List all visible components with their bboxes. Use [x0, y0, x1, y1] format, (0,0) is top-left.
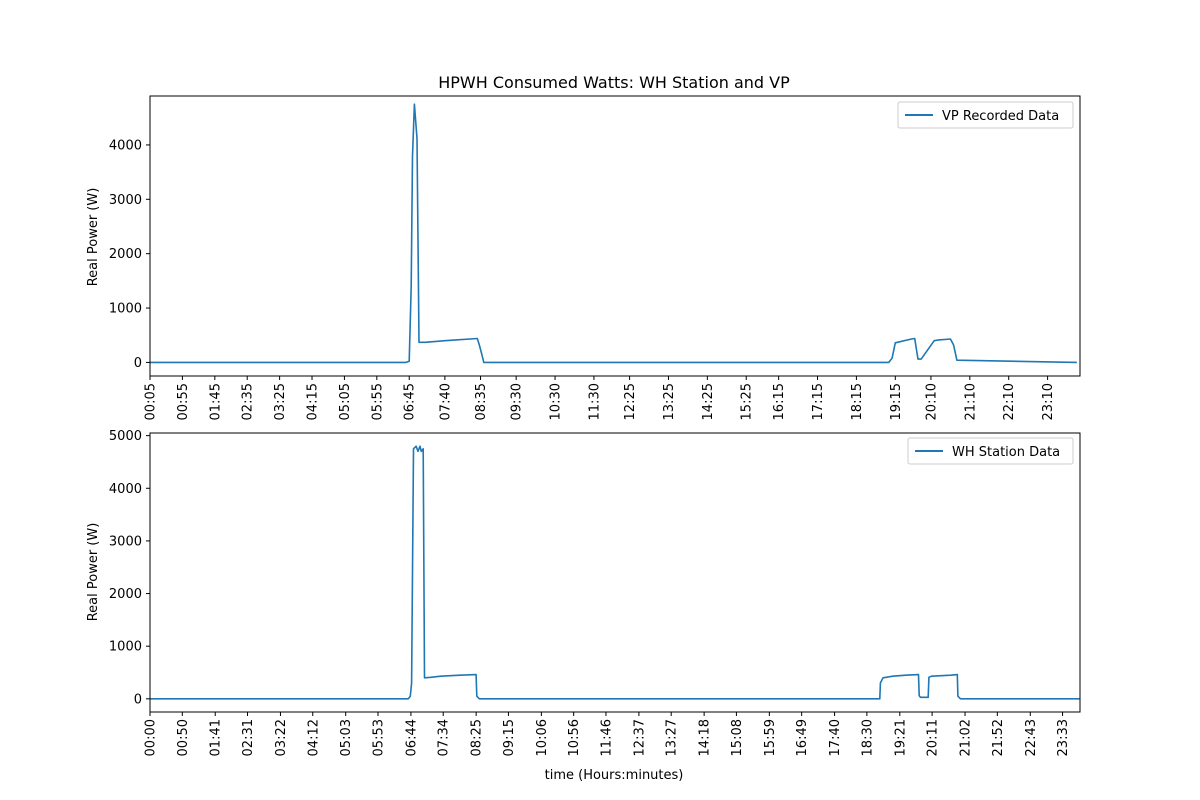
wh-legend: WH Station Data: [907, 437, 1074, 465]
wh-x-tick-label: 15:59: [763, 719, 778, 756]
wh-series-line-0: [150, 445, 1080, 700]
wh-x-tick-label: 11:46: [599, 719, 614, 756]
wh-x-tick-label: 17:40: [828, 719, 843, 756]
wh-x-tick-label: 06:44: [404, 719, 419, 756]
figure-title: HPWH Consumed Watts: WH Station and VP: [438, 73, 790, 92]
vp-x-tick-label: 02:35: [241, 383, 256, 420]
vp-axes-frame: [149, 95, 1081, 377]
vp-legend: VP Recorded Data: [897, 101, 1074, 129]
wh-x-tick-label: 05:53: [371, 719, 386, 756]
wh-x-tick-label: 19:21: [893, 719, 908, 756]
vp-y-tick-label: 3000: [109, 193, 142, 208]
wh-x-tick-label: 13:27: [665, 719, 680, 756]
wh-x-tick-label: 01:41: [209, 719, 224, 756]
vp-x-tick-label: 06:45: [403, 383, 418, 420]
wh-plot-area: 0 1000 2000 3000 4000 5000 00:00 00:50 01:41 02:3…: [109, 429, 1081, 756]
vp-x-tick-label: 07:40: [438, 383, 453, 420]
wh-x-tick-label: 10:56: [567, 719, 582, 756]
vp-x-tick-label: 04:15: [306, 383, 321, 420]
wh-x-tick-label: 00:00: [144, 719, 159, 756]
wh-x-tick-label: 16:49: [795, 719, 810, 756]
vp-y-axis-label: Real Power (W): [86, 188, 101, 287]
wh-x-tick-label: 12:37: [632, 719, 647, 756]
wh-x-tick-label: 22:43: [1024, 719, 1039, 756]
vp-y-tick-label: 2000: [109, 247, 142, 262]
wh-x-tick-label: 07:34: [437, 719, 452, 756]
vp-y-tick-label: 4000: [109, 138, 142, 153]
vp-x-tick-label: 00:05: [144, 383, 159, 420]
wh-y-tick-label: 1000: [109, 640, 142, 655]
vp-x-tick-label: 03:25: [273, 383, 288, 420]
vp-x-tick-label: 10:30: [549, 383, 564, 420]
wh-x-tick-label: 02:31: [241, 719, 256, 756]
vp-x-tick-label: 18:15: [850, 383, 865, 420]
wh-x-tick-label: 21:02: [959, 719, 974, 756]
vp-x-tick-label: 20:10: [924, 383, 939, 420]
wh-x-tick-label: 15:08: [730, 719, 745, 756]
vp-x-tick-label: 05:55: [370, 383, 385, 420]
wh-axes-frame: [149, 432, 1081, 713]
vp-y-tick-label: 0: [134, 356, 142, 371]
vp-legend-label: VP Recorded Data: [942, 109, 1059, 124]
vp-x-tick-label: 11:30: [587, 383, 602, 420]
wh-y-tick-label: 4000: [109, 482, 142, 497]
wh-legend-box: [907, 437, 1074, 465]
vp-x-tick-label: 08:35: [474, 383, 489, 420]
vp-x-tick-label: 00:55: [176, 383, 191, 420]
wh-x-tick-label: 03:22: [274, 719, 289, 756]
vp-x-tick-label: 12:25: [623, 383, 638, 420]
wh-x-axis-label: time (Hours:minutes): [545, 768, 684, 783]
wh-x-tick-label: 04:12: [306, 719, 321, 756]
wh-y-tick-label: 0: [134, 692, 142, 707]
wh-x-tick-label: 23:33: [1056, 719, 1071, 756]
vp-x-tick-label: 19:15: [889, 383, 904, 420]
vp-x-tick-label: 21:10: [963, 383, 978, 420]
vp-chart-panel: 0 1000 2000 3000 4000 00:05 00:55 01:45 02:35 03:…: [86, 95, 1081, 420]
wh-x-tick-label: 10:06: [535, 719, 550, 756]
wh-x-tick-label: 09:15: [502, 719, 517, 756]
wh-x-tick-label: 18:30: [860, 719, 875, 756]
vp-x-tick-label: 22:10: [1002, 383, 1017, 420]
wh-y-tick-label: 3000: [109, 534, 142, 549]
wh-x-tick-label: 00:50: [176, 719, 191, 756]
wh-legend-label: WH Station Data: [952, 445, 1060, 460]
wh-x-tick-label: 05:03: [339, 719, 354, 756]
vp-x-tick-label: 17:15: [811, 383, 826, 420]
wh-x-tick-label: 21:52: [991, 719, 1006, 756]
vp-plot-area: 0 1000 2000 3000 4000 00:05 00:55 01:45 02:35 03:…: [109, 95, 1081, 420]
vp-legend-box: [897, 101, 1074, 129]
vp-x-tick-label: 15:25: [740, 383, 755, 420]
wh-y-tick-label: 2000: [109, 587, 142, 602]
wh-y-tick-label: 5000: [109, 429, 142, 444]
vp-x-tick-label: 14:25: [701, 383, 716, 420]
vp-x-tick-label: 16:15: [772, 383, 787, 420]
vp-x-tick-label: 23:10: [1041, 383, 1056, 420]
wh-y-axis-label: Real Power (W): [86, 523, 101, 622]
wh-chart-panel: 0 1000 2000 3000 4000 5000 00:00 00:50 01:41 02:3…: [86, 429, 1081, 783]
vp-series-line-0: [150, 103, 1077, 364]
wh-x-tick-label: 20:11: [926, 719, 941, 756]
vp-x-tick-label: 13:25: [662, 383, 677, 420]
vp-x-tick-label: 05:05: [338, 383, 353, 420]
vp-x-tick-label: 01:45: [208, 383, 223, 420]
vp-x-tick-label: 09:30: [510, 383, 525, 420]
wh-x-tick-label: 14:18: [698, 719, 713, 756]
wh-x-tick-label: 08:25: [470, 719, 485, 756]
vp-y-tick-label: 1000: [109, 302, 142, 317]
